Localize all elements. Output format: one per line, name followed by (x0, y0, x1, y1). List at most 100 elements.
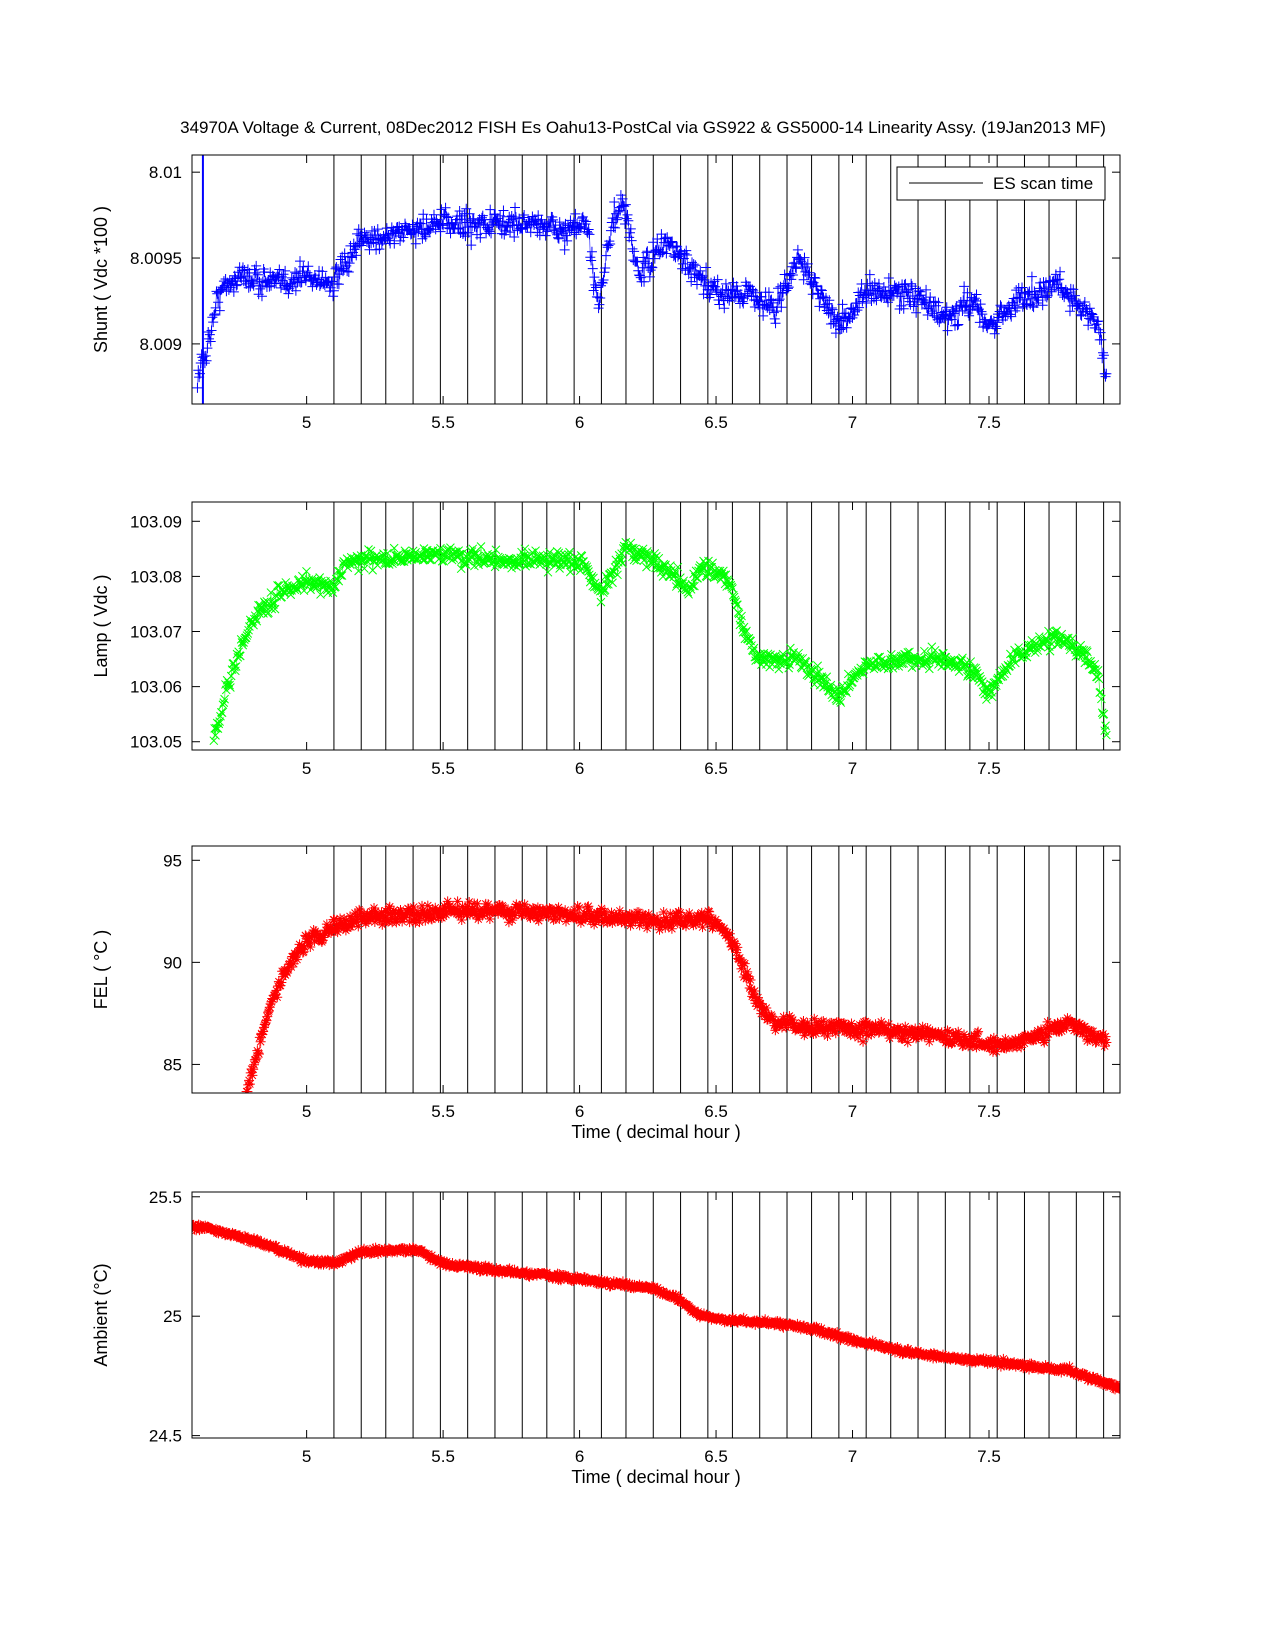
ambient-points (192, 1219, 1120, 1395)
data-point (533, 915, 544, 926)
x-tick-label: 7.5 (977, 759, 1001, 778)
x-tick-label: 7 (848, 759, 857, 778)
fel-scan-lines (333, 846, 1105, 1093)
fel-frame (191, 845, 1121, 1094)
data-point (464, 896, 475, 907)
data-point (643, 909, 654, 920)
lamp-points (209, 537, 1111, 746)
x-tick-label: 7.5 (977, 1447, 1001, 1466)
x-tick-label: 5 (302, 759, 311, 778)
data-point (1101, 1037, 1112, 1048)
x-tick-label: 6.5 (704, 759, 728, 778)
data-point (305, 941, 316, 952)
y-tick-label: 8.009 (139, 335, 182, 354)
data-point (897, 659, 907, 669)
data-point (987, 692, 997, 702)
lamp-ylabel: Lamp ( Vdc ) (91, 574, 111, 677)
data-point (574, 902, 585, 913)
data-point (971, 1042, 982, 1053)
data-point (491, 545, 501, 555)
lamp-scan-lines (333, 502, 1105, 750)
shunt-frame (191, 154, 1121, 405)
y-tick-label: 25.5 (149, 1188, 182, 1207)
x-tick-label: 7 (848, 1447, 857, 1466)
data-point (381, 915, 392, 926)
data-point (982, 695, 991, 704)
x-tick-label: 7 (848, 413, 857, 432)
x-tick-label: 6 (575, 1102, 584, 1121)
lamp-axes: 5 5.5 6 6.5 7 7.5 103.05 103.06 103.07 103.08 103.… (91, 501, 1121, 778)
data-point (554, 913, 565, 924)
data-point (967, 1041, 978, 1052)
data-point (902, 1037, 913, 1048)
ambient-trace (192, 1223, 1120, 1390)
data-point (666, 923, 677, 934)
ambient-ylabel: Ambient (°C) (91, 1263, 111, 1366)
x-tick-label: 7.5 (977, 413, 1001, 432)
x-tick-label: 6 (575, 413, 584, 432)
data-point (745, 974, 756, 985)
y-tick-label: 85 (163, 1055, 182, 1074)
data-point (883, 1019, 894, 1030)
x-tick-label: 6 (575, 1447, 584, 1466)
shunt-axes: 5 5.5 6 6.5 7 7.5 8.009 8.0095 8.01 Shunt ( Vdc *… (91, 154, 1121, 432)
x-tick-label: 5.5 (431, 413, 455, 432)
data-point (442, 896, 453, 907)
x-tick-label: 7 (848, 1102, 857, 1121)
x-tick-label: 6.5 (704, 1102, 728, 1121)
data-point (422, 900, 433, 911)
y-tick-label: 103.09 (130, 512, 182, 531)
ambient-axes: 5 5.5 6 6.5 7 7.5 24.5 25 25.5 Ambient (°C) Time (… (91, 1188, 1121, 1487)
x-tick-label: 5.5 (431, 759, 455, 778)
ambient-xlabel: Time ( decimal hour ) (571, 1467, 740, 1487)
data-point (613, 570, 622, 580)
y-tick-label: 8.0095 (130, 249, 182, 268)
ambient-frame (191, 1191, 1121, 1439)
y-tick-label: 8.01 (149, 163, 182, 182)
x-tick-label: 5 (302, 1447, 311, 1466)
data-point (1043, 1029, 1054, 1040)
data-point (316, 590, 325, 599)
legend: ES scan time (896, 166, 1106, 201)
fel-axes: 5 5.5 6 6.5 7 7.5 85 90 95 FEL ( °C ) Time ( decim… (91, 845, 1121, 1142)
fel-points (241, 896, 1112, 1093)
data-point (673, 562, 683, 572)
data-point (786, 643, 795, 653)
data-point (798, 1015, 809, 1026)
y-tick-label: 103.08 (130, 567, 182, 586)
y-tick-label: 103.07 (130, 623, 182, 642)
shunt-points (192, 190, 1112, 393)
data-point (739, 958, 750, 969)
fel-trace (246, 901, 1107, 1093)
y-tick-label: 103.05 (130, 733, 182, 752)
fel-ylabel: FEL ( °C ) (91, 930, 111, 1010)
data-point (397, 916, 408, 927)
figure-title: 34970A Voltage & Current, 08Dec2012 FISH… (180, 118, 1106, 137)
x-tick-label: 6 (575, 759, 584, 778)
data-point (966, 657, 976, 666)
y-tick-label: 103.06 (130, 678, 182, 697)
y-tick-label: 24.5 (149, 1427, 182, 1446)
x-tick-label: 6.5 (704, 1447, 728, 1466)
x-tick-label: 5.5 (431, 1447, 455, 1466)
x-tick-label: 6.5 (704, 413, 728, 432)
data-point (1084, 1025, 1095, 1036)
y-tick-label: 25 (163, 1307, 182, 1326)
data-point (484, 913, 495, 924)
ambient-scan-lines (333, 1192, 1105, 1438)
fel-xlabel: Time ( decimal hour ) (571, 1122, 740, 1142)
lamp-trace (213, 542, 1107, 741)
data-point (345, 922, 356, 933)
data-point (377, 919, 388, 930)
x-tick-label: 5 (302, 1102, 311, 1121)
x-tick-label: 5.5 (431, 1102, 455, 1121)
data-point (306, 585, 315, 595)
y-tick-label: 95 (163, 851, 182, 870)
data-point (697, 922, 708, 933)
x-tick-label: 7.5 (977, 1102, 1001, 1121)
shunt-ylabel: Shunt ( Vdc *100 ) (91, 206, 111, 353)
legend-label: ES scan time (993, 174, 1093, 193)
x-tick-label: 5 (302, 413, 311, 432)
data-point (456, 915, 467, 926)
